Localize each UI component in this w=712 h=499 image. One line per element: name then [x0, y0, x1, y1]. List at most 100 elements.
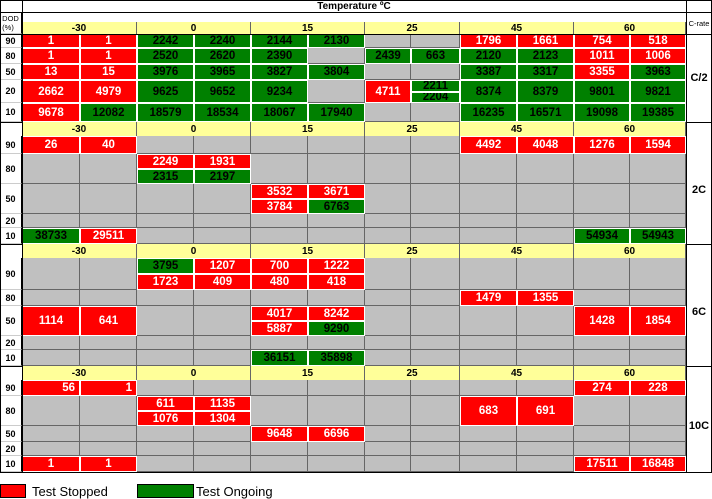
test-stopped-cell: 611	[137, 396, 194, 411]
test-stopped-cell: 641	[80, 306, 137, 336]
empty-cell	[460, 336, 517, 350]
empty-cell	[80, 350, 137, 366]
test-ongoing-cell: 54943	[630, 228, 686, 244]
dod-label: 10	[0, 350, 22, 366]
empty-cell	[365, 396, 411, 426]
empty-cell	[137, 336, 194, 350]
test-stopped-cell: 6696	[308, 426, 365, 442]
empty-cell	[194, 350, 251, 366]
dod-label: 80	[0, 48, 22, 64]
test-ongoing-cell: 18534	[194, 103, 251, 122]
test-stopped-cell: 9678	[22, 103, 80, 122]
test-stopped-cell: 1076	[137, 411, 194, 426]
empty-cell	[411, 426, 460, 442]
empty-cell	[137, 290, 194, 306]
temperature-header: 0	[137, 22, 251, 34]
empty-cell	[251, 290, 308, 306]
empty-cell	[411, 456, 460, 472]
test-ongoing-cell: 16571	[517, 103, 574, 122]
test-ongoing-cell: 2439	[365, 48, 411, 64]
empty-cell	[411, 184, 460, 214]
empty-cell	[365, 214, 411, 228]
legend-ongoing-label: Test Ongoing	[196, 484, 273, 499]
test-stopped-cell: 2662	[22, 80, 80, 103]
test-ongoing-cell: 3317	[517, 64, 574, 80]
test-ongoing-cell: 2315	[137, 169, 194, 184]
empty-cell	[308, 380, 365, 396]
temperature-header: 60	[574, 22, 686, 34]
empty-cell	[365, 34, 411, 48]
temperature-header: -30	[22, 122, 137, 136]
empty-cell	[308, 290, 365, 306]
temperature-header: 25	[365, 122, 460, 136]
empty-cell	[630, 214, 686, 228]
test-stopped-cell: 754	[574, 34, 630, 48]
test-stopped-cell: 700	[251, 258, 308, 274]
temperature-header: 15	[251, 22, 365, 34]
empty-cell	[80, 290, 137, 306]
test-ongoing-cell: 2130	[308, 34, 365, 48]
test-stopped-cell: 5887	[251, 321, 308, 336]
test-ongoing-cell: 2211	[411, 80, 460, 92]
test-ongoing-cell: 3827	[251, 64, 308, 80]
test-stopped-cell: 274	[574, 380, 630, 396]
empty-cell	[460, 350, 517, 366]
empty-cell	[574, 290, 630, 306]
dod-label: 50	[0, 426, 22, 442]
empty-cell	[517, 456, 574, 472]
empty-cell	[308, 136, 365, 154]
test-stopped-cell: 1006	[630, 48, 686, 64]
test-stopped-cell: 1	[80, 48, 137, 64]
empty-cell	[365, 136, 411, 154]
test-stopped-cell: 1723	[137, 274, 194, 290]
empty-cell	[308, 456, 365, 472]
empty-cell	[517, 442, 574, 456]
test-stopped-cell: 1114	[22, 306, 80, 336]
empty-cell	[22, 396, 80, 426]
empty-cell	[365, 64, 411, 80]
test-ongoing-cell: 9652	[194, 80, 251, 103]
empty-cell	[630, 350, 686, 366]
empty-cell	[365, 103, 411, 122]
test-ongoing-cell: 3387	[460, 64, 517, 80]
empty-cell	[251, 154, 308, 184]
test-stopped-cell: 228	[630, 380, 686, 396]
empty-cell	[411, 258, 460, 290]
empty-cell	[80, 426, 137, 442]
test-stopped-cell: 1796	[460, 34, 517, 48]
temperature-header: 15	[251, 244, 365, 258]
empty-cell	[630, 184, 686, 214]
empty-cell	[365, 426, 411, 442]
temperature-header: 0	[137, 366, 251, 380]
test-ongoing-cell: 3804	[308, 64, 365, 80]
empty-cell	[460, 228, 517, 244]
crate-label: C/2	[686, 34, 712, 122]
empty-cell	[365, 258, 411, 290]
test-ongoing-cell: 2242	[137, 34, 194, 48]
test-stopped-cell: 8242	[308, 306, 365, 321]
empty-cell	[517, 228, 574, 244]
empty-cell	[308, 336, 365, 350]
temperature-header: 25	[365, 366, 460, 380]
empty-cell	[411, 350, 460, 366]
test-ongoing-cell: 9801	[574, 80, 630, 103]
test-ongoing-cell: 8379	[517, 80, 574, 103]
test-ongoing-cell: 18067	[251, 103, 308, 122]
temperature-header: -30	[22, 244, 137, 258]
dod-label: 10	[0, 103, 22, 122]
test-ongoing-cell: 17940	[308, 103, 365, 122]
empty-cell	[80, 214, 137, 228]
empty-cell	[365, 154, 411, 184]
test-stopped-cell: 1428	[574, 306, 630, 336]
empty-cell	[630, 396, 686, 426]
test-stopped-cell: 1594	[630, 136, 686, 154]
test-ongoing-cell: 18579	[137, 103, 194, 122]
temperature-header: 0	[137, 122, 251, 136]
dod-label: 80	[0, 396, 22, 426]
empty-cell	[137, 456, 194, 472]
test-stopped-cell: 418	[308, 274, 365, 290]
test-stopped-cell: 1355	[517, 290, 574, 306]
empty-cell	[251, 136, 308, 154]
empty-cell	[517, 426, 574, 442]
